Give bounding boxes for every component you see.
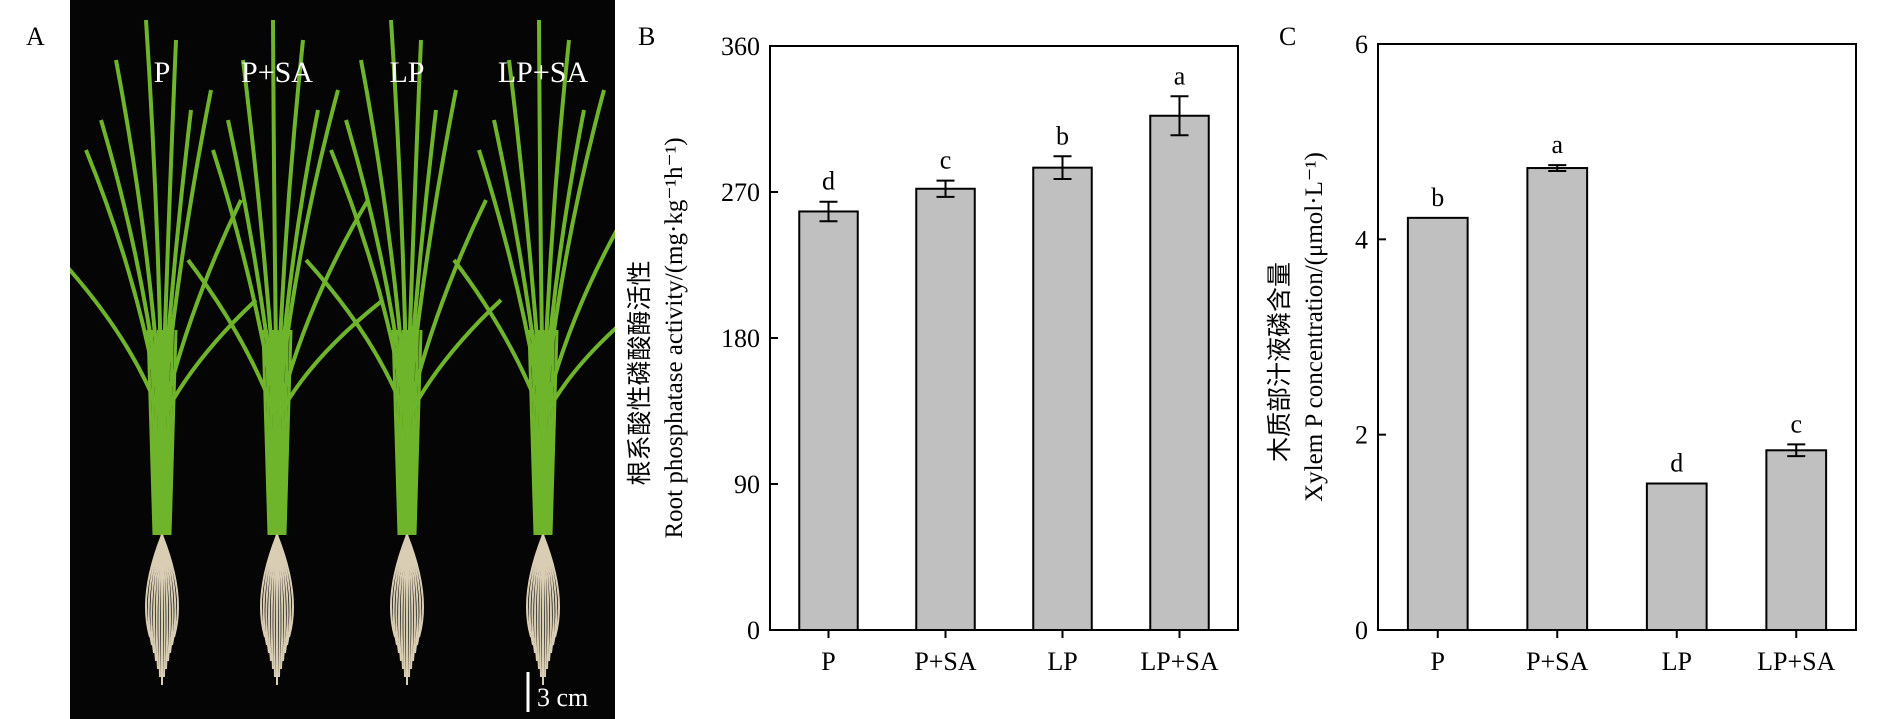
seedling-stem: [411, 329, 419, 536]
seedling-leaf: [275, 109, 320, 421]
chart-c-category-label: P+SA: [1526, 647, 1589, 676]
seedling-stem: [549, 329, 559, 536]
seedling-leaf: [344, 119, 409, 421]
seedling-leaf: [405, 298, 503, 421]
seedling-plants: [70, 19, 615, 685]
seedling-leaf: [537, 19, 545, 421]
chart-c-ytick-label: 4: [1355, 225, 1368, 254]
chart-c-significance-label: b: [1431, 183, 1444, 212]
seedling-root: [276, 534, 294, 638]
seedling-leaf: [541, 229, 615, 421]
seedling-leaf: [452, 258, 545, 421]
chart-b-ytick-label: 90: [734, 470, 760, 499]
seedling-leaf: [541, 39, 571, 421]
seedling-leaf: [70, 267, 164, 421]
seedling-leaf: [275, 198, 370, 421]
chart-b-svg: 0 90 180 270 360 d Pc P+SA b LP a LP+SA 根系酸性磷酸酶活性 Roo…: [626, 32, 1239, 676]
chart-c-significance-label: d: [1670, 449, 1683, 478]
chart-c-bar: [1526, 167, 1589, 632]
seedling-root: [161, 534, 179, 638]
seedling-leaf: [114, 59, 164, 421]
seedling-photo-drawing: P P+SA LP LP+SA 3 cm: [70, 19, 615, 712]
chart-b-category-label: LP+SA: [1140, 647, 1218, 676]
seedling-leaf: [359, 59, 409, 421]
photo-label-lp-sa: LP+SA: [498, 56, 589, 89]
panel-b-letter: B: [638, 22, 656, 51]
seedling-stem: [547, 329, 555, 536]
seedling-stem: [261, 329, 271, 536]
chart-c-category-label: P: [1431, 647, 1445, 676]
seedling-leaf: [160, 109, 193, 421]
panel-c-letter: C: [1279, 22, 1297, 51]
seedling-leaf: [541, 109, 586, 421]
seedling-stem: [281, 329, 289, 536]
scale-bar-label: 3 cm: [537, 683, 588, 712]
chart-c-category-label: LP+SA: [1757, 647, 1835, 676]
seedling-leaf: [389, 19, 409, 421]
seedling-stem: [146, 329, 156, 536]
panel-a-letter: A: [26, 22, 45, 51]
chart-b-ylabel-cn: 根系酸性磷酸酶活性: [626, 260, 654, 485]
seedling-root: [406, 534, 424, 638]
chart-c-plot-frame: [1377, 43, 1857, 631]
seedling-leaf: [186, 258, 279, 421]
chart-c-bar: [1645, 482, 1708, 631]
seedling-leaf: [160, 39, 178, 421]
seedling-leaf: [405, 199, 488, 421]
chart-c-ytick-label: 6: [1355, 30, 1368, 59]
chart-b-category-label: P+SA: [914, 647, 977, 676]
photo-label-p: P: [154, 56, 171, 89]
chart-b-bar: [798, 210, 859, 631]
chart-b-category-label: LP: [1047, 647, 1077, 676]
seedling-leaf: [241, 59, 279, 421]
chart-c-svg: 0 2 4 6 b Pa P+SA d LP c LP+SA 木质部汁液磷含量 Xylem P conc…: [1266, 30, 1857, 676]
seedling-photo: P P+SA LP LP+SA 3 cm: [70, 0, 615, 719]
seedling-stem: [166, 329, 174, 536]
seedling-leaf: [541, 326, 615, 421]
chart-b-bar: [915, 187, 976, 631]
photo-label-p-sa: P+SA: [241, 56, 313, 89]
chart-b-ytick-label: 180: [721, 324, 760, 353]
chart-b-bar: [1032, 166, 1093, 632]
seedling-leaf: [507, 59, 545, 421]
seedling-leaf: [144, 19, 164, 421]
chart-b-category-label: P: [821, 647, 835, 676]
chart-b-significance-label: a: [1174, 61, 1186, 90]
seedling-stem: [527, 329, 537, 536]
chart-b-significance-label: b: [1056, 121, 1069, 150]
seedling-leaf: [271, 19, 279, 421]
seedling-leaf: [492, 119, 545, 421]
seedling-leaf: [405, 39, 423, 421]
chart-b-ylabel-en: Root phosphatase activity/(mg·kg⁻¹h⁻¹): [661, 137, 688, 538]
seedling-leaf: [275, 39, 305, 421]
chart-c-significance-label: c: [1790, 409, 1802, 438]
seedling-stem: [283, 329, 293, 536]
chart-b-ytick-label: 360: [721, 32, 760, 61]
seedling-leaf: [99, 119, 164, 421]
chart-b-bar: [1149, 114, 1210, 631]
seedling-leaf: [160, 199, 243, 421]
seedling-leaf: [226, 119, 279, 421]
chart-c-bar: [1406, 216, 1469, 631]
seedling-leaf: [304, 258, 409, 421]
chart-c-ytick-label: 2: [1355, 421, 1368, 450]
chart-c-significance-label: a: [1551, 130, 1563, 159]
chart-b-ytick-label: 0: [747, 616, 760, 645]
chart-b-significance-label: d: [822, 167, 835, 196]
photo-label-lp: LP: [389, 56, 424, 89]
chart-c-bar: [1765, 449, 1828, 631]
chart-c-ylabel-cn: 木质部汁液磷含量: [1266, 262, 1294, 462]
seedling-root: [542, 534, 560, 638]
seedling-stem: [391, 329, 401, 536]
chart-b-ytick-label: 270: [721, 178, 760, 207]
chart-c-ylabel-en: Xylem P concentration/(μmol·L⁻¹): [1301, 152, 1328, 502]
chart-c-ytick-label: 0: [1355, 616, 1368, 645]
seedling-leaf: [275, 298, 385, 421]
chart-b-significance-label: c: [940, 146, 952, 175]
chart-c-category-label: LP: [1662, 647, 1692, 676]
seedling-leaf: [160, 298, 258, 421]
seedling-leaf: [405, 109, 438, 421]
